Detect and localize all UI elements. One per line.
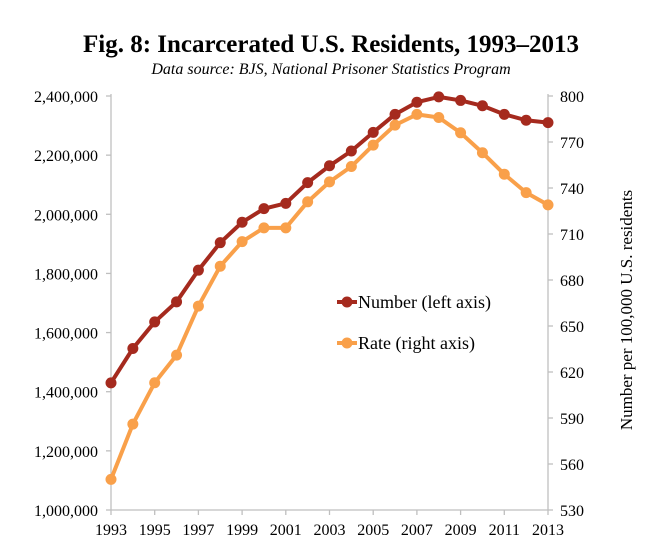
number-series-line [109, 94, 549, 384]
number-data-point [498, 108, 510, 120]
number-data-point [367, 126, 379, 138]
x-tick-label: 2013 [532, 522, 564, 539]
rate-data-point [127, 418, 139, 430]
rate-data-point [520, 187, 532, 199]
left-tick-label: 2,200,000 [34, 148, 98, 165]
x-tick-label: 2007 [401, 522, 433, 539]
right-tick-label: 560 [560, 457, 584, 474]
rate-data-point [542, 199, 554, 211]
right-tick-label: 740 [560, 181, 584, 198]
rate-data-point [389, 119, 401, 131]
axes: 1,000,000 1,200,000 1,400,000 1,600,000 1,80… [34, 89, 584, 539]
number-data-point [520, 114, 532, 126]
rate-data-point [476, 147, 488, 159]
left-tick-label: 1,200,000 [34, 444, 98, 461]
number-data-point [236, 216, 248, 228]
chart-title: Fig. 8: Incarcerated U.S. Residents, 199… [83, 31, 579, 58]
rate-data-point [302, 196, 314, 208]
left-tick-label: 2,400,000 [34, 89, 98, 106]
number-data-point [476, 100, 488, 112]
number-data-point [324, 160, 335, 172]
left-tick-label: 2,000,000 [34, 207, 98, 224]
left-tick-label: 1,800,000 [34, 266, 98, 283]
rate-data-point [258, 222, 270, 234]
rate-data-point [345, 161, 357, 173]
x-tick-label: 1993 [95, 522, 127, 539]
rate-data-point [171, 349, 183, 361]
number-data-point [389, 108, 401, 120]
left-tick-label: 1,600,000 [34, 326, 98, 343]
number-data-point [214, 237, 226, 249]
rate-data-point [433, 111, 445, 123]
x-tick-label: 2009 [445, 522, 477, 539]
legend-rate-marker [341, 337, 353, 349]
right-tick-label: 590 [560, 411, 584, 428]
rate-data-point [214, 260, 226, 272]
x-tick-label: 1997 [182, 522, 214, 539]
left-tick-label: 1,400,000 [34, 385, 98, 402]
number-data-point [542, 117, 554, 129]
rate-data-point [105, 473, 117, 485]
number-data-point [258, 203, 270, 215]
x-tick-label: 2003 [314, 522, 346, 539]
right-tick-label: 770 [560, 135, 584, 152]
number-data-point [433, 91, 445, 103]
number-data-point [455, 94, 467, 106]
rate-data-point [367, 139, 379, 151]
x-tick-label: 2005 [357, 522, 389, 539]
number-data-point [280, 197, 292, 209]
x-tick-label: 1999 [226, 522, 258, 539]
x-tick-label: 2011 [489, 522, 520, 539]
right-tick-label: 650 [560, 319, 584, 336]
series-group [105, 91, 554, 485]
rate-data-point [236, 236, 248, 248]
left-tick-label: 1,000,000 [34, 503, 98, 520]
legend-rate-label: Rate (right axis) [358, 333, 475, 354]
rate-data-point [455, 127, 467, 139]
rate-data-point [411, 108, 423, 120]
rate-data-point [192, 300, 204, 312]
number-data-point [171, 296, 183, 308]
right-tick-label: 800 [560, 89, 584, 106]
x-tick-label: 1995 [139, 522, 171, 539]
number-data-point [127, 343, 139, 355]
right-axis-title: Number per 100,000 U.S. residents [617, 190, 636, 430]
right-tick-label: 680 [560, 273, 584, 290]
number-data-point [345, 145, 357, 157]
number-data-point [149, 316, 161, 328]
rate-data-point [280, 222, 292, 234]
number-data-point [105, 377, 117, 389]
x-tick-label: 2001 [270, 522, 302, 539]
right-tick-label: 710 [560, 227, 584, 244]
legend-number-marker [341, 296, 353, 308]
rate-data-point [149, 377, 161, 389]
rate-data-point [498, 168, 510, 180]
legend: Number (left axis) Rate (right axis) [337, 292, 491, 354]
right-tick-label: 530 [560, 503, 584, 520]
number-data-point [411, 96, 423, 108]
rate-data-point [324, 176, 335, 188]
right-tick-label: 620 [560, 365, 584, 382]
number-data-point [302, 177, 314, 189]
legend-number-label: Number (left axis) [358, 292, 491, 313]
chart-subtitle: Data source: BJS, National Prisoner Stat… [150, 61, 510, 78]
number-data-point [192, 264, 204, 276]
